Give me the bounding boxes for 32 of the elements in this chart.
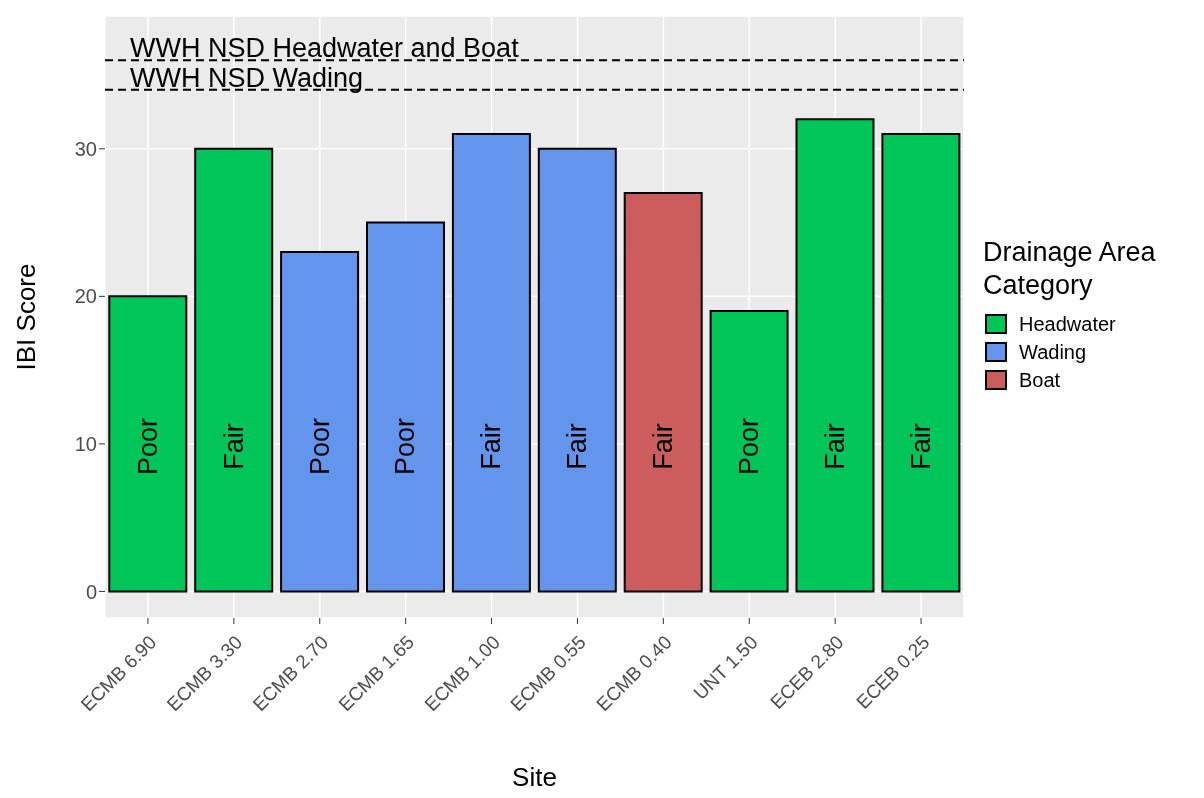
bar: [451, 133, 531, 593]
ref-line-label: WWH NSD Wading: [130, 62, 364, 93]
data-label: Poor: [390, 417, 421, 475]
legend-label: Wading: [1019, 340, 1087, 364]
ref-line-label: WWH NSD Headwater and Boat: [130, 33, 520, 64]
legend-title: Drainage Area Category: [983, 236, 1157, 302]
bar: [881, 133, 961, 593]
y-tick-label: 30: [74, 137, 97, 160]
data-label: Fair: [562, 423, 593, 470]
bar: [280, 251, 360, 593]
data-label: Fair: [648, 423, 679, 470]
bar: [366, 221, 445, 593]
data-label: Fair: [819, 423, 850, 470]
bar: [623, 192, 703, 593]
data-label: Fair: [218, 423, 249, 470]
data-label: Poor: [132, 417, 163, 475]
legend-label: Boat: [1019, 368, 1061, 392]
data-label: Poor: [734, 417, 765, 475]
bar: [795, 118, 875, 593]
bar: [709, 310, 789, 593]
bar: [537, 147, 617, 593]
x-axis-title: Site: [512, 762, 557, 792]
data-label: Poor: [304, 417, 335, 475]
bar: [108, 295, 188, 593]
y-tick-label: 0: [85, 580, 97, 603]
y-axis-title: IBI Score: [11, 263, 42, 371]
legend-label: Headwater: [1019, 312, 1116, 336]
y-tick-label: 20: [74, 285, 97, 308]
y-tick-label: 10: [74, 432, 97, 455]
data-label: Fair: [476, 423, 507, 470]
data-label: Fair: [905, 423, 936, 470]
bar: [194, 147, 274, 593]
